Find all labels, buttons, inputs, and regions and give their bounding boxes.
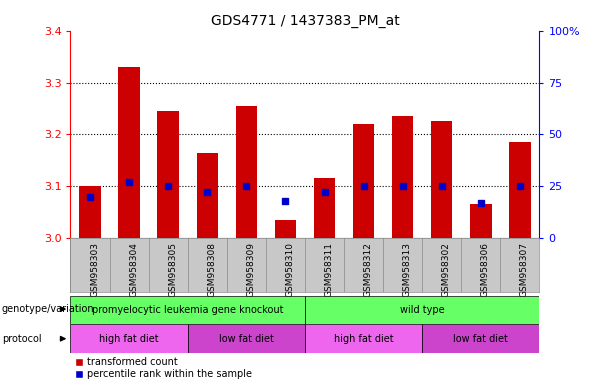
Text: GSM958310: GSM958310 <box>286 242 294 297</box>
Text: GSM958311: GSM958311 <box>324 242 333 297</box>
Bar <box>305 296 539 324</box>
Text: low fat diet: low fat diet <box>454 334 508 344</box>
Text: wild type: wild type <box>400 305 444 315</box>
Bar <box>235 106 257 238</box>
Text: high fat diet: high fat diet <box>99 334 159 344</box>
Text: GSM958305: GSM958305 <box>168 242 177 297</box>
Legend: transformed count, percentile rank within the sample: transformed count, percentile rank withi… <box>75 357 252 379</box>
Text: low fat diet: low fat diet <box>219 334 274 344</box>
Text: GSM958306: GSM958306 <box>481 242 490 297</box>
Text: GSM958312: GSM958312 <box>364 242 373 297</box>
Text: GSM958307: GSM958307 <box>520 242 529 297</box>
Bar <box>509 142 531 238</box>
Text: protocol: protocol <box>2 334 42 344</box>
Bar <box>392 116 413 238</box>
Text: high fat diet: high fat diet <box>333 334 394 344</box>
Bar <box>70 296 305 324</box>
Bar <box>197 152 218 238</box>
Bar <box>158 111 179 238</box>
Bar <box>353 124 375 238</box>
Bar <box>79 186 101 238</box>
Bar <box>305 324 422 353</box>
Title: GDS4771 / 1437383_PM_at: GDS4771 / 1437383_PM_at <box>211 14 399 28</box>
Text: GSM958309: GSM958309 <box>246 242 256 297</box>
Bar <box>275 220 296 238</box>
Text: GSM958313: GSM958313 <box>403 242 412 297</box>
Bar <box>422 324 539 353</box>
Bar <box>188 324 305 353</box>
Bar <box>470 204 492 238</box>
Text: GSM958302: GSM958302 <box>442 242 451 297</box>
Bar <box>314 179 335 238</box>
Bar <box>70 324 188 353</box>
Text: GSM958304: GSM958304 <box>129 242 138 297</box>
Bar <box>431 121 452 238</box>
Bar <box>118 67 140 238</box>
Text: GSM958303: GSM958303 <box>90 242 99 297</box>
Text: GSM958308: GSM958308 <box>207 242 216 297</box>
Text: genotype/variation: genotype/variation <box>2 304 94 314</box>
Text: promyelocytic leukemia gene knockout: promyelocytic leukemia gene knockout <box>92 305 283 315</box>
